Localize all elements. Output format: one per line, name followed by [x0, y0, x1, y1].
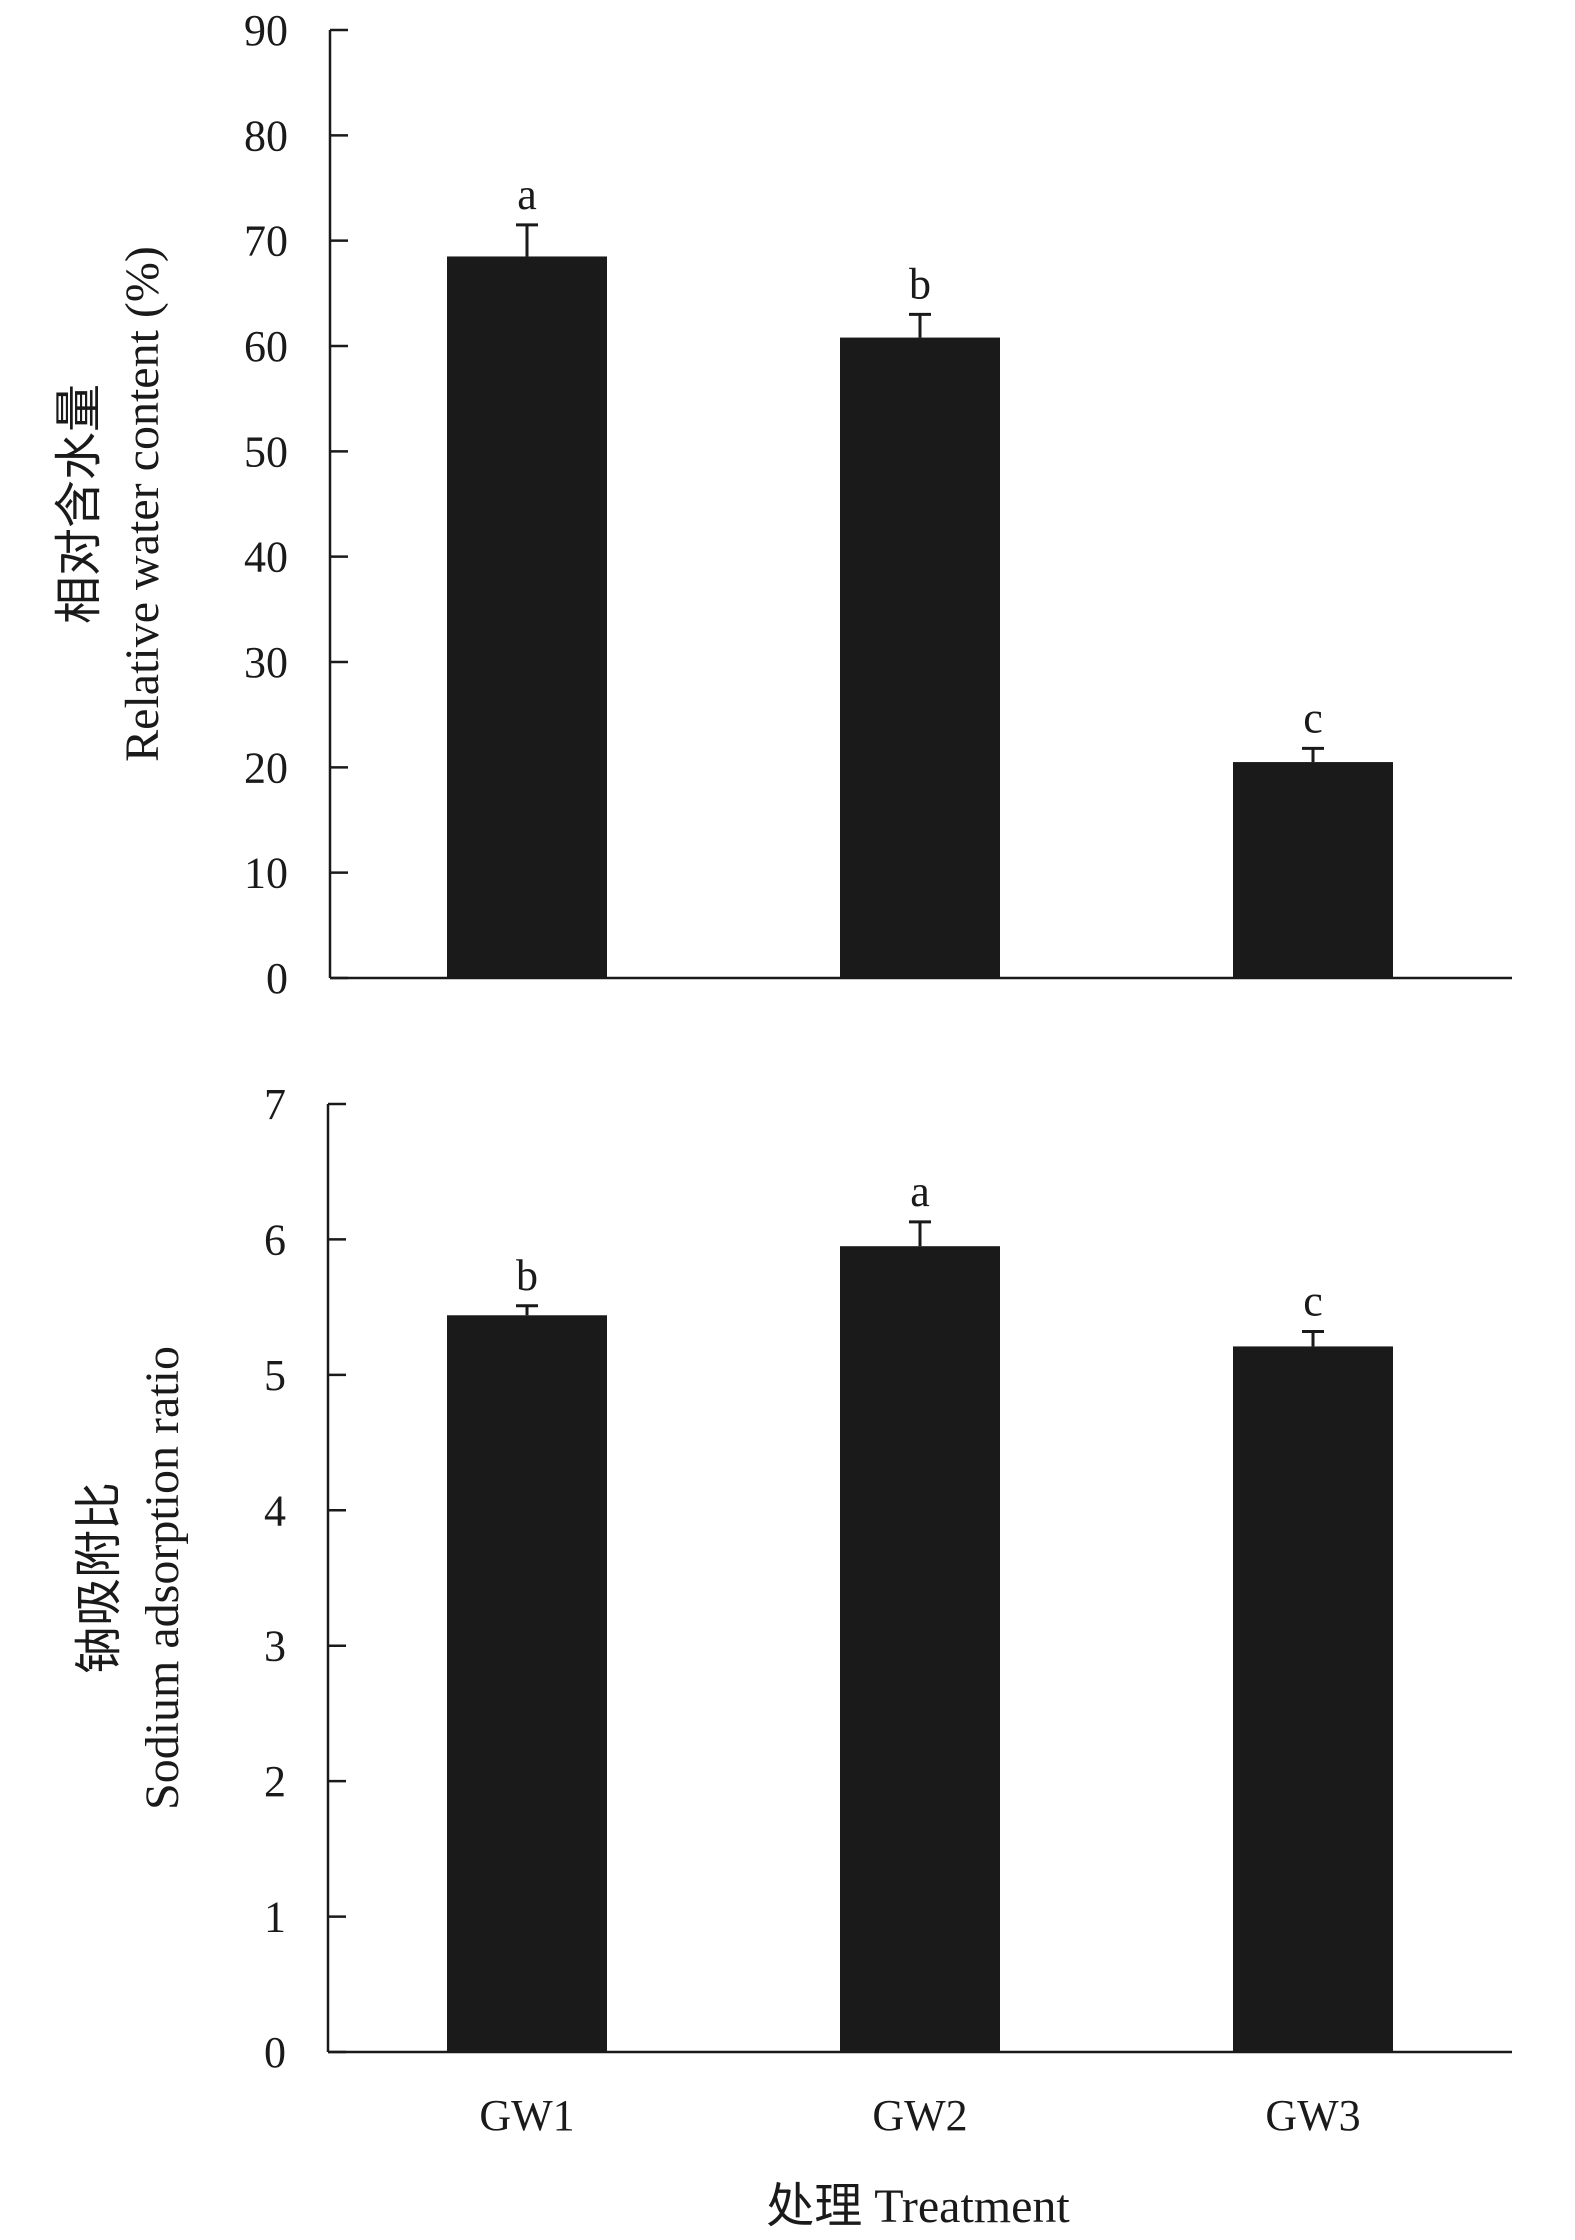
y-tick-label: 1 [264, 1893, 286, 1942]
y-tick-label: 0 [264, 2028, 286, 2077]
relative-water-content-chart: 0 10 20 30 40 50 60 70 80 90 a b c 相对含水量 Relative wate… [53, 6, 1512, 1003]
x-tick-label: GW2 [872, 2091, 967, 2140]
bar-gw1 [447, 256, 607, 978]
y-tick-label: 60 [244, 322, 288, 371]
significance-label: b [909, 259, 931, 308]
y-axis-title-en: Sodium adsorption ratio [136, 1346, 189, 1810]
significance-label: c [1303, 693, 1323, 742]
significance-label: a [517, 170, 537, 219]
y-tick-label: 40 [244, 533, 288, 582]
bar-gw2 [840, 337, 1000, 978]
y-axis-title-en: Relative water content (%) [116, 246, 169, 762]
y-tick-label: 90 [244, 6, 288, 55]
y-tick-label: 50 [244, 427, 288, 476]
x-tick-label: GW3 [1265, 2091, 1360, 2140]
bar-gw3 [1233, 762, 1393, 978]
bar-gw2 [840, 1246, 1000, 2052]
bar-gw1 [447, 1315, 607, 2052]
y-tick-label: 70 [244, 217, 288, 266]
y-tick-label: 4 [264, 1486, 286, 1535]
y-tick-label: 7 [264, 1080, 286, 1129]
y-axis-title-cn: 钠吸附比 [73, 1482, 126, 1674]
y-tick-label: 20 [244, 743, 288, 792]
y-tick-label: 10 [244, 849, 288, 898]
sodium-adsorption-ratio-chart: 0 1 2 3 4 5 6 7 b a c GW1 GW2 GW3 钠吸附比 Sodium adsorptio… [73, 1080, 1512, 2140]
x-tick-label: GW1 [479, 2091, 574, 2140]
y-tick-label: 80 [244, 111, 288, 160]
y-axis-title-cn: 相对含水量 [53, 384, 106, 624]
y-tick-label: 5 [264, 1351, 286, 1400]
y-tick-label: 3 [264, 1622, 286, 1671]
y-tick-label: 30 [244, 638, 288, 687]
y-tick-label: 2 [264, 1757, 286, 1806]
x-axis-title: 处理 Treatment [766, 2180, 1070, 2233]
y-tick-label: 6 [264, 1215, 286, 1264]
significance-label: a [910, 1167, 930, 1216]
y-tick-label: 0 [266, 954, 288, 1003]
significance-label: b [516, 1251, 538, 1300]
significance-label: c [1303, 1277, 1323, 1326]
bar-gw3 [1233, 1346, 1393, 2052]
